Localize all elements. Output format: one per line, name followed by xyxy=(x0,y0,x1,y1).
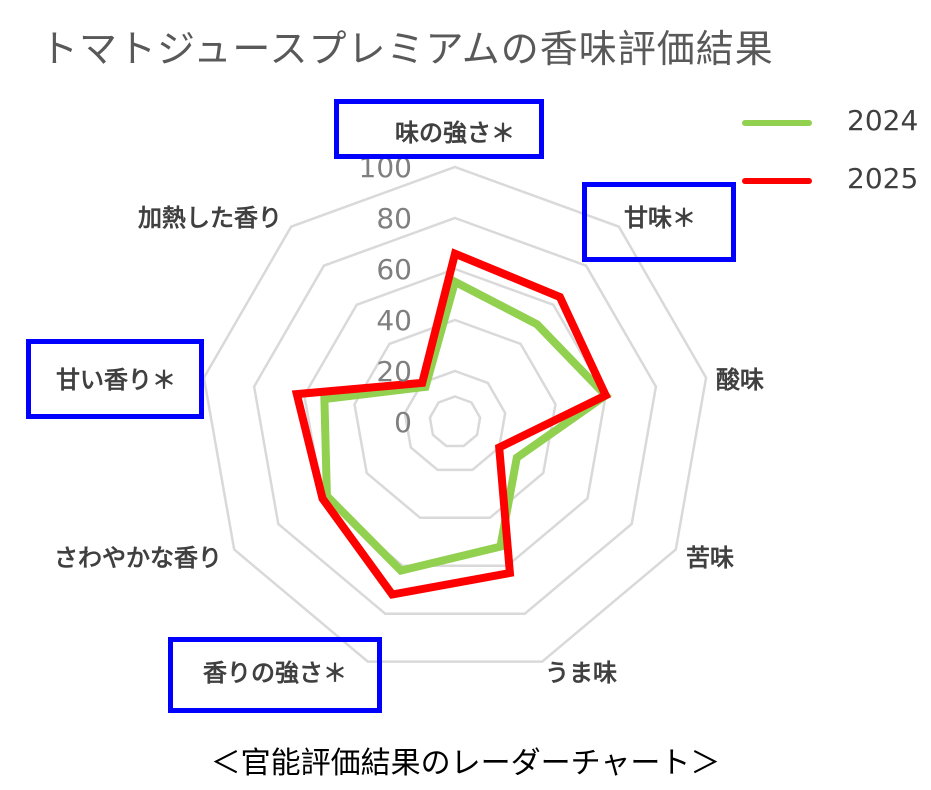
grid-ring-20 xyxy=(403,369,507,472)
legend-label-2024: 2024 xyxy=(847,104,919,137)
category-label-3: 苦味 xyxy=(686,544,734,572)
grid-ring-40 xyxy=(353,318,557,520)
highlight-box-5 xyxy=(168,637,382,713)
highlight-box-1 xyxy=(582,182,736,262)
radial-tick-80: 80 xyxy=(376,202,412,235)
grid-ring-inner xyxy=(428,395,482,448)
radial-tick-20: 20 xyxy=(376,355,412,388)
legend-label-2025: 2025 xyxy=(847,162,919,195)
highlight-box-7 xyxy=(26,339,204,419)
chart-title: トマトジュースプレミアムの香味評価結果 xyxy=(40,27,774,71)
radial-tick-0: 0 xyxy=(394,406,412,439)
category-label-4: うま味 xyxy=(545,659,617,687)
category-label-0: 味の強さ＊ xyxy=(395,119,515,147)
series-line-2025 xyxy=(291,248,611,599)
highlight-box-0 xyxy=(334,99,544,159)
radial-tick-40: 40 xyxy=(376,304,412,337)
series-line-2024 xyxy=(320,275,612,576)
category-label-1: 甘味＊ xyxy=(624,204,696,232)
chart-caption: ＜官能評価結果のレーダーチャート＞ xyxy=(210,746,721,781)
category-label-7: 甘い香り＊ xyxy=(56,366,176,394)
radial-tick-60: 60 xyxy=(376,253,412,286)
category-label-8: 加熱した香り xyxy=(138,204,282,232)
legend-swatch-2024 xyxy=(742,120,812,126)
grid-ring-100 xyxy=(202,165,708,663)
category-label-6: さわやかな香り xyxy=(54,544,222,572)
grid-ring-80 xyxy=(252,216,658,615)
legend-swatch-2025 xyxy=(742,178,812,184)
radar-grid xyxy=(202,165,708,663)
radar-series xyxy=(291,248,612,599)
category-label-2: 酸味 xyxy=(716,366,764,394)
category-label-5: 香りの強さ＊ xyxy=(203,659,347,687)
grid-ring-60 xyxy=(302,267,608,568)
